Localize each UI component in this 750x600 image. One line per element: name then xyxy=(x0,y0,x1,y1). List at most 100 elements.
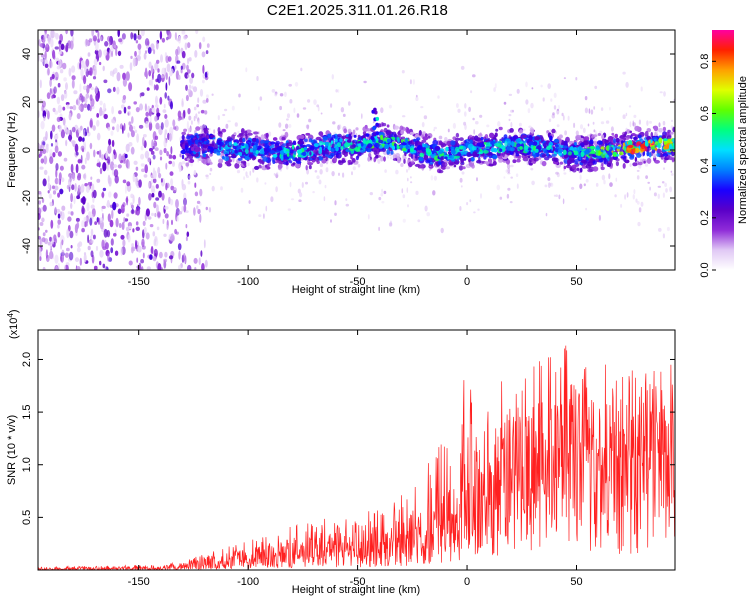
heatmap-noise-cell xyxy=(595,182,599,187)
heatmap-noise-cell xyxy=(157,68,160,73)
heatmap-noise-cell xyxy=(464,111,467,117)
heatmap-noise-cell xyxy=(153,201,157,209)
heatmap-band-cell xyxy=(546,130,550,134)
heatmap-noise-cell xyxy=(96,178,101,183)
heatmap-noise-cell xyxy=(662,192,666,198)
heatmap-noise-cell xyxy=(188,57,192,62)
heatmap-noise-cell xyxy=(497,121,501,127)
heatmap-band-cell xyxy=(276,146,283,151)
heatmap-noise-cell xyxy=(549,182,554,187)
heatmap-noise-cell xyxy=(194,267,197,270)
heatmap-noise-cell xyxy=(163,138,167,148)
heatmap-noise-cell xyxy=(39,98,43,104)
heatmap-band-cell xyxy=(302,151,307,156)
heatmap-band-cell xyxy=(355,155,359,161)
heatmap-noise-cell xyxy=(200,250,203,257)
heatmap-band-cell xyxy=(390,150,394,155)
heatmap-band-cell xyxy=(233,142,238,147)
heatmap-noise-cell xyxy=(162,109,167,113)
heatmap-noise-cell xyxy=(122,239,126,247)
heatmap-noise-cell xyxy=(187,264,192,270)
heatmap-band-cell xyxy=(250,142,255,147)
heatmap-noise-cell xyxy=(66,228,70,239)
heatmap-noise-cell xyxy=(154,62,159,71)
heatmap-noise-cell xyxy=(319,163,324,168)
heatmap-noise-cell xyxy=(424,205,428,212)
heatmap-noise-cell xyxy=(111,153,115,162)
heatmap-band-cell xyxy=(654,141,659,146)
heatmap-noise-cell xyxy=(433,175,437,181)
heatmap-noise-cell xyxy=(154,212,157,218)
heatmap-band-cell xyxy=(559,161,564,165)
heatmap-band-cell xyxy=(515,153,520,157)
heatmap-band-cell xyxy=(656,152,661,157)
heatmap-noise-cell xyxy=(124,153,128,159)
heatmap-noise-cell xyxy=(540,84,543,88)
heatmap-noise-cell xyxy=(85,58,90,67)
heatmap-band-cell xyxy=(427,135,431,139)
heatmap-noise-cell xyxy=(164,213,169,219)
heatmap-noise-cell xyxy=(163,233,167,237)
heatmap-band-cell xyxy=(362,137,366,144)
heatmap-band-cell xyxy=(333,150,339,156)
heatmap-band-cell xyxy=(272,154,278,158)
snr-y-axis-label: SNR (10 * v/v) xyxy=(6,415,18,485)
heatmap-noise-cell xyxy=(573,122,576,128)
heatmap-noise-cell xyxy=(111,106,114,115)
heatmap-noise-cell xyxy=(625,81,629,88)
heatmap-band-cell xyxy=(207,159,212,164)
heatmap-noise-cell xyxy=(71,75,76,81)
heatmap-noise-cell xyxy=(66,185,69,190)
heatmap-noise-cell xyxy=(188,128,193,131)
heatmap-noise-cell xyxy=(40,120,45,130)
heatmap-band-cell xyxy=(603,150,606,155)
heatmap-noise-cell xyxy=(306,169,309,175)
heatmap-band-cell xyxy=(637,161,643,166)
heatmap-noise-cell xyxy=(640,201,644,207)
heatmap-noise-cell xyxy=(593,106,596,110)
heatmap-noise-cell xyxy=(189,84,192,89)
heatmap-noise-cell xyxy=(156,112,161,117)
heatmap-band-cell xyxy=(191,139,195,144)
heatmap-noise-cell xyxy=(107,144,112,154)
heatmap-noise-cell xyxy=(83,103,88,108)
spectrogram-x-tick-label: -100 xyxy=(237,276,259,288)
heatmap-band-cell xyxy=(516,158,521,163)
heatmap-band-cell xyxy=(319,146,322,152)
heatmap-noise-cell xyxy=(369,192,373,196)
heatmap-noise-cell xyxy=(275,173,279,179)
spectrogram-x-tick-label: 0 xyxy=(464,276,470,288)
heatmap-noise-cell xyxy=(58,51,62,55)
heatmap-noise-cell xyxy=(158,190,162,198)
heatmap-noise-cell xyxy=(555,194,558,197)
heatmap-noise-cell xyxy=(287,208,291,211)
spectrogram-y-tick-label: 20 xyxy=(21,96,33,108)
heatmap-noise-cell xyxy=(181,50,186,59)
heatmap-band-cell xyxy=(362,131,367,135)
heatmap-noise-cell xyxy=(120,234,125,240)
heatmap-noise-cell xyxy=(81,196,86,205)
heatmap-noise-cell xyxy=(72,173,76,181)
heatmap-noise-cell xyxy=(473,129,476,135)
heatmap-noise-cell xyxy=(151,185,155,193)
heatmap-noise-cell xyxy=(111,139,115,148)
heatmap-noise-cell xyxy=(129,62,133,71)
heatmap-noise-cell xyxy=(153,84,156,91)
heatmap-noise-cell xyxy=(166,36,169,41)
heatmap-noise-cell xyxy=(118,153,122,162)
heatmap-band-cell xyxy=(216,151,221,156)
heatmap-noise-cell xyxy=(426,212,431,217)
heatmap-noise-cell xyxy=(384,169,387,173)
heatmap-noise-cell xyxy=(62,117,66,126)
heatmap-noise-cell xyxy=(47,182,51,190)
heatmap-band-cell xyxy=(553,157,559,163)
heatmap-noise-cell xyxy=(42,141,46,146)
heatmap-band-cell xyxy=(226,136,232,142)
heatmap-noise-cell xyxy=(138,124,144,129)
heatmap-noise-cell xyxy=(231,105,235,111)
heatmap-noise-cell xyxy=(402,115,406,118)
heatmap-noise-cell xyxy=(406,169,408,173)
heatmap-noise-cell xyxy=(222,113,226,117)
heatmap-band-cell xyxy=(670,131,674,135)
heatmap-noise-cell xyxy=(547,177,551,182)
